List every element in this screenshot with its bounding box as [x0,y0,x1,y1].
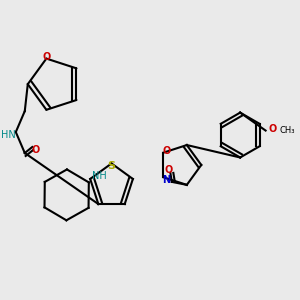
Text: O: O [165,165,173,175]
Text: O: O [268,124,277,134]
Text: N: N [162,175,170,185]
Text: O: O [162,146,170,156]
Text: S: S [107,161,116,172]
Text: O: O [42,52,50,62]
Text: O: O [31,145,39,155]
Text: NH: NH [92,171,106,181]
Text: CH₃: CH₃ [279,126,295,135]
Text: HN: HN [1,130,16,140]
